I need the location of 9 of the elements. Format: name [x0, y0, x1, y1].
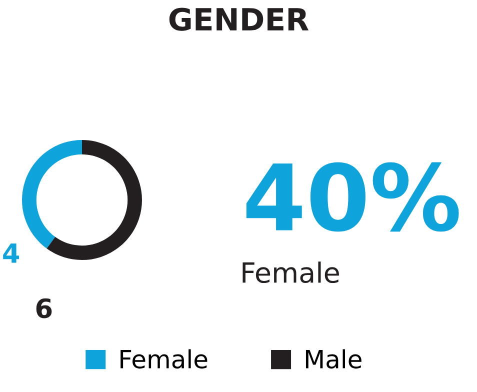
legend-label: Male [306, 349, 362, 369]
donut-slice [22, 140, 82, 249]
text: Female [242, 262, 339, 284]
data-label: 6 [36, 298, 52, 318]
data-label: 4 [3, 243, 20, 263]
chart-title: GENDER [169, 8, 309, 31]
legend-label: Female [120, 349, 208, 369]
donut-slice [46, 140, 142, 260]
text: 40% [246, 162, 459, 232]
